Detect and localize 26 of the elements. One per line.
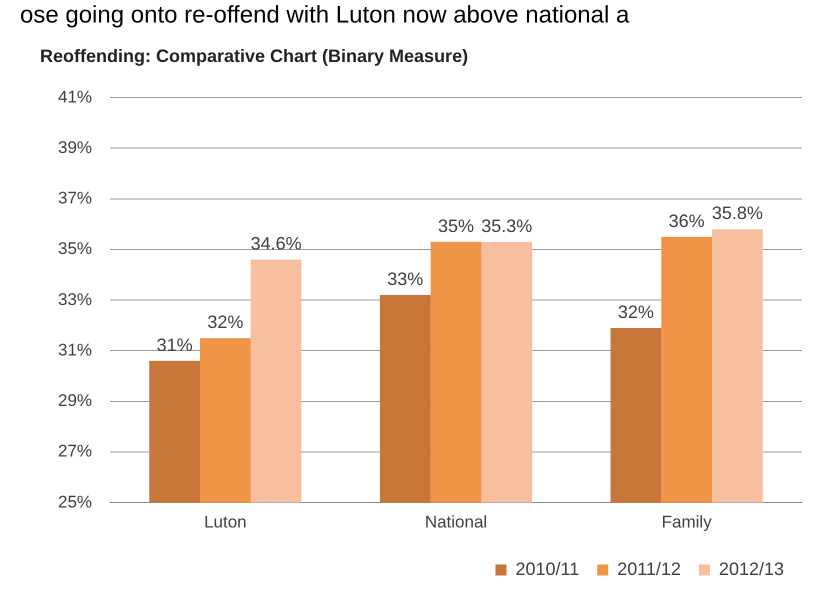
data-label: 35% bbox=[438, 216, 474, 236]
y-tick-label: 29% bbox=[58, 391, 92, 410]
data-label: 36% bbox=[668, 210, 705, 231]
data-label: 32% bbox=[618, 302, 654, 322]
y-tick-label: 27% bbox=[58, 442, 92, 461]
data-label: 32% bbox=[207, 312, 244, 332]
data-label: 35.8% bbox=[712, 203, 763, 224]
y-tick-label: 33% bbox=[58, 290, 92, 309]
data-label: 35.3% bbox=[481, 216, 532, 236]
y-tick-label: 37% bbox=[58, 188, 92, 208]
x-tick-label: National bbox=[424, 512, 488, 532]
text: ose going onto re-offend with Luton now above national a bbox=[20, 2, 630, 29]
data-label: 31% bbox=[156, 334, 193, 355]
legend-label: 2012/13 bbox=[718, 558, 784, 579]
y-tick-label: 41% bbox=[58, 87, 92, 106]
data-label: 33% bbox=[387, 269, 424, 290]
x-tick-label: Luton bbox=[204, 512, 247, 532]
x-tick-label: Family bbox=[662, 512, 712, 532]
y-tick-label: 39% bbox=[58, 138, 92, 157]
y-tick-label: 25% bbox=[58, 492, 92, 512]
legend-label: 2011/12 bbox=[617, 558, 681, 579]
y-tick-label: 31% bbox=[58, 340, 92, 360]
data-label: 34.6% bbox=[250, 234, 302, 254]
y-tick-label: 35% bbox=[58, 239, 92, 258]
legend-label: 2010/11 bbox=[515, 558, 580, 579]
chart-title: Reoffending: Comparative Chart (Binary Measure) bbox=[40, 46, 468, 66]
